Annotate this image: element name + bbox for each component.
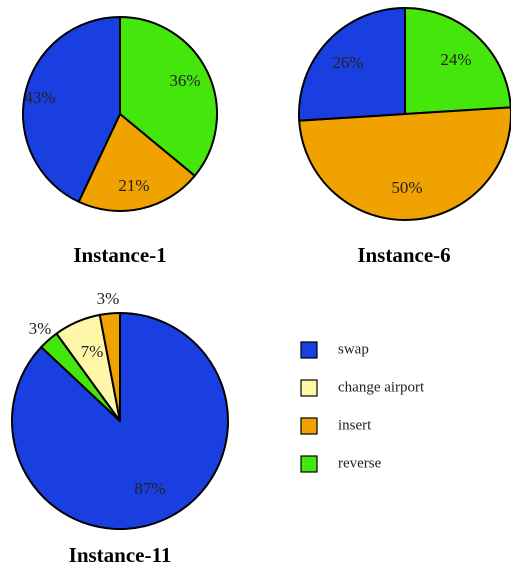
pie-slice-instance-1-reverse	[119, 16, 218, 177]
slice-label-instance-1-insert: 21%	[118, 176, 149, 195]
pie-instance-6: 24% 50% 26%	[298, 7, 511, 221]
legend-swatch-reverse	[300, 455, 318, 473]
pie-slice-instance-6-insert	[298, 106, 511, 221]
chart-title-instance-1: Instance-1	[73, 243, 166, 267]
pie-slice-instance-1-insert	[77, 113, 196, 212]
pie-instance-11: 87% 3% 7% 3%	[11, 289, 229, 530]
slice-label-instance-11-insert: 3%	[97, 289, 120, 308]
slice-label-instance-6-swap: 26%	[332, 53, 363, 72]
chart-title-instance-11: Instance-11	[69, 543, 172, 567]
legend-swatch-change-airport	[300, 379, 318, 397]
slice-label-instance-6-reverse: 24%	[440, 50, 471, 69]
pie-slice-instance-6-reverse	[404, 7, 511, 115]
legend-label-insert: insert	[338, 417, 372, 433]
slice-label-instance-6-insert: 50%	[391, 178, 422, 197]
pie-instance-1: 36% 21% 43%	[22, 16, 218, 212]
legend-label-swap: swap	[338, 341, 369, 357]
slice-label-instance-1-reverse: 36%	[169, 71, 200, 90]
chart-title-instance-6: Instance-6	[357, 243, 450, 267]
slice-label-instance-11-change-airport: 7%	[81, 342, 104, 361]
legend: swap change airport insert reverse	[300, 341, 425, 473]
slice-label-instance-11-swap: 87%	[134, 479, 165, 498]
legend-label-change-airport: change airport	[338, 379, 425, 395]
slice-label-instance-1-swap: 43%	[24, 88, 55, 107]
pie-slice-instance-6-swap	[298, 7, 406, 122]
legend-swatch-swap	[300, 341, 318, 359]
slice-label-instance-11-reverse: 3%	[29, 319, 52, 338]
legend-swatch-insert	[300, 417, 318, 435]
legend-label-reverse: reverse	[338, 455, 382, 471]
pie-slice-instance-11-insert	[98, 312, 121, 422]
pie-slice-instance-1-swap	[22, 16, 121, 203]
